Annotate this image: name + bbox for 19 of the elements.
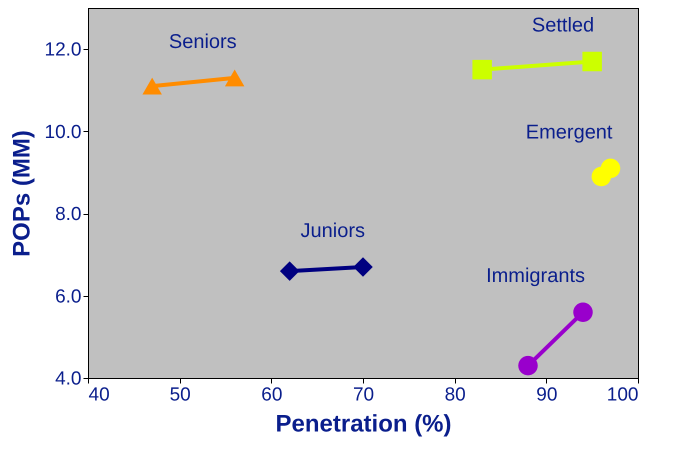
x-tick-label: 100 [606,384,638,406]
y-tick-label: 12.0 [44,40,82,61]
y-tick-label: 6.0 [55,286,82,308]
series-label: Juniors [300,220,365,242]
series-label: Seniors [168,30,237,53]
x-tick-label: 50 [170,384,191,406]
x-axis-title: Penetration (%) [275,410,452,438]
x-tick-label: 60 [261,384,282,406]
y-axis-title: POPs (MM) [8,130,36,257]
y-tick-label: 4.0 [55,368,82,390]
series-label: Settled [532,14,594,36]
series-label: Emergent [526,121,613,144]
x-tick-label: 90 [536,384,558,406]
x-tick-label: 70 [352,384,374,406]
y-tick-label: 10.0 [44,122,82,143]
x-tick-label: 40 [88,384,110,406]
x-tick-label: 80 [444,384,466,406]
series-label: Immigrants [486,265,585,288]
y-tick-label: 8.0 [55,204,82,226]
